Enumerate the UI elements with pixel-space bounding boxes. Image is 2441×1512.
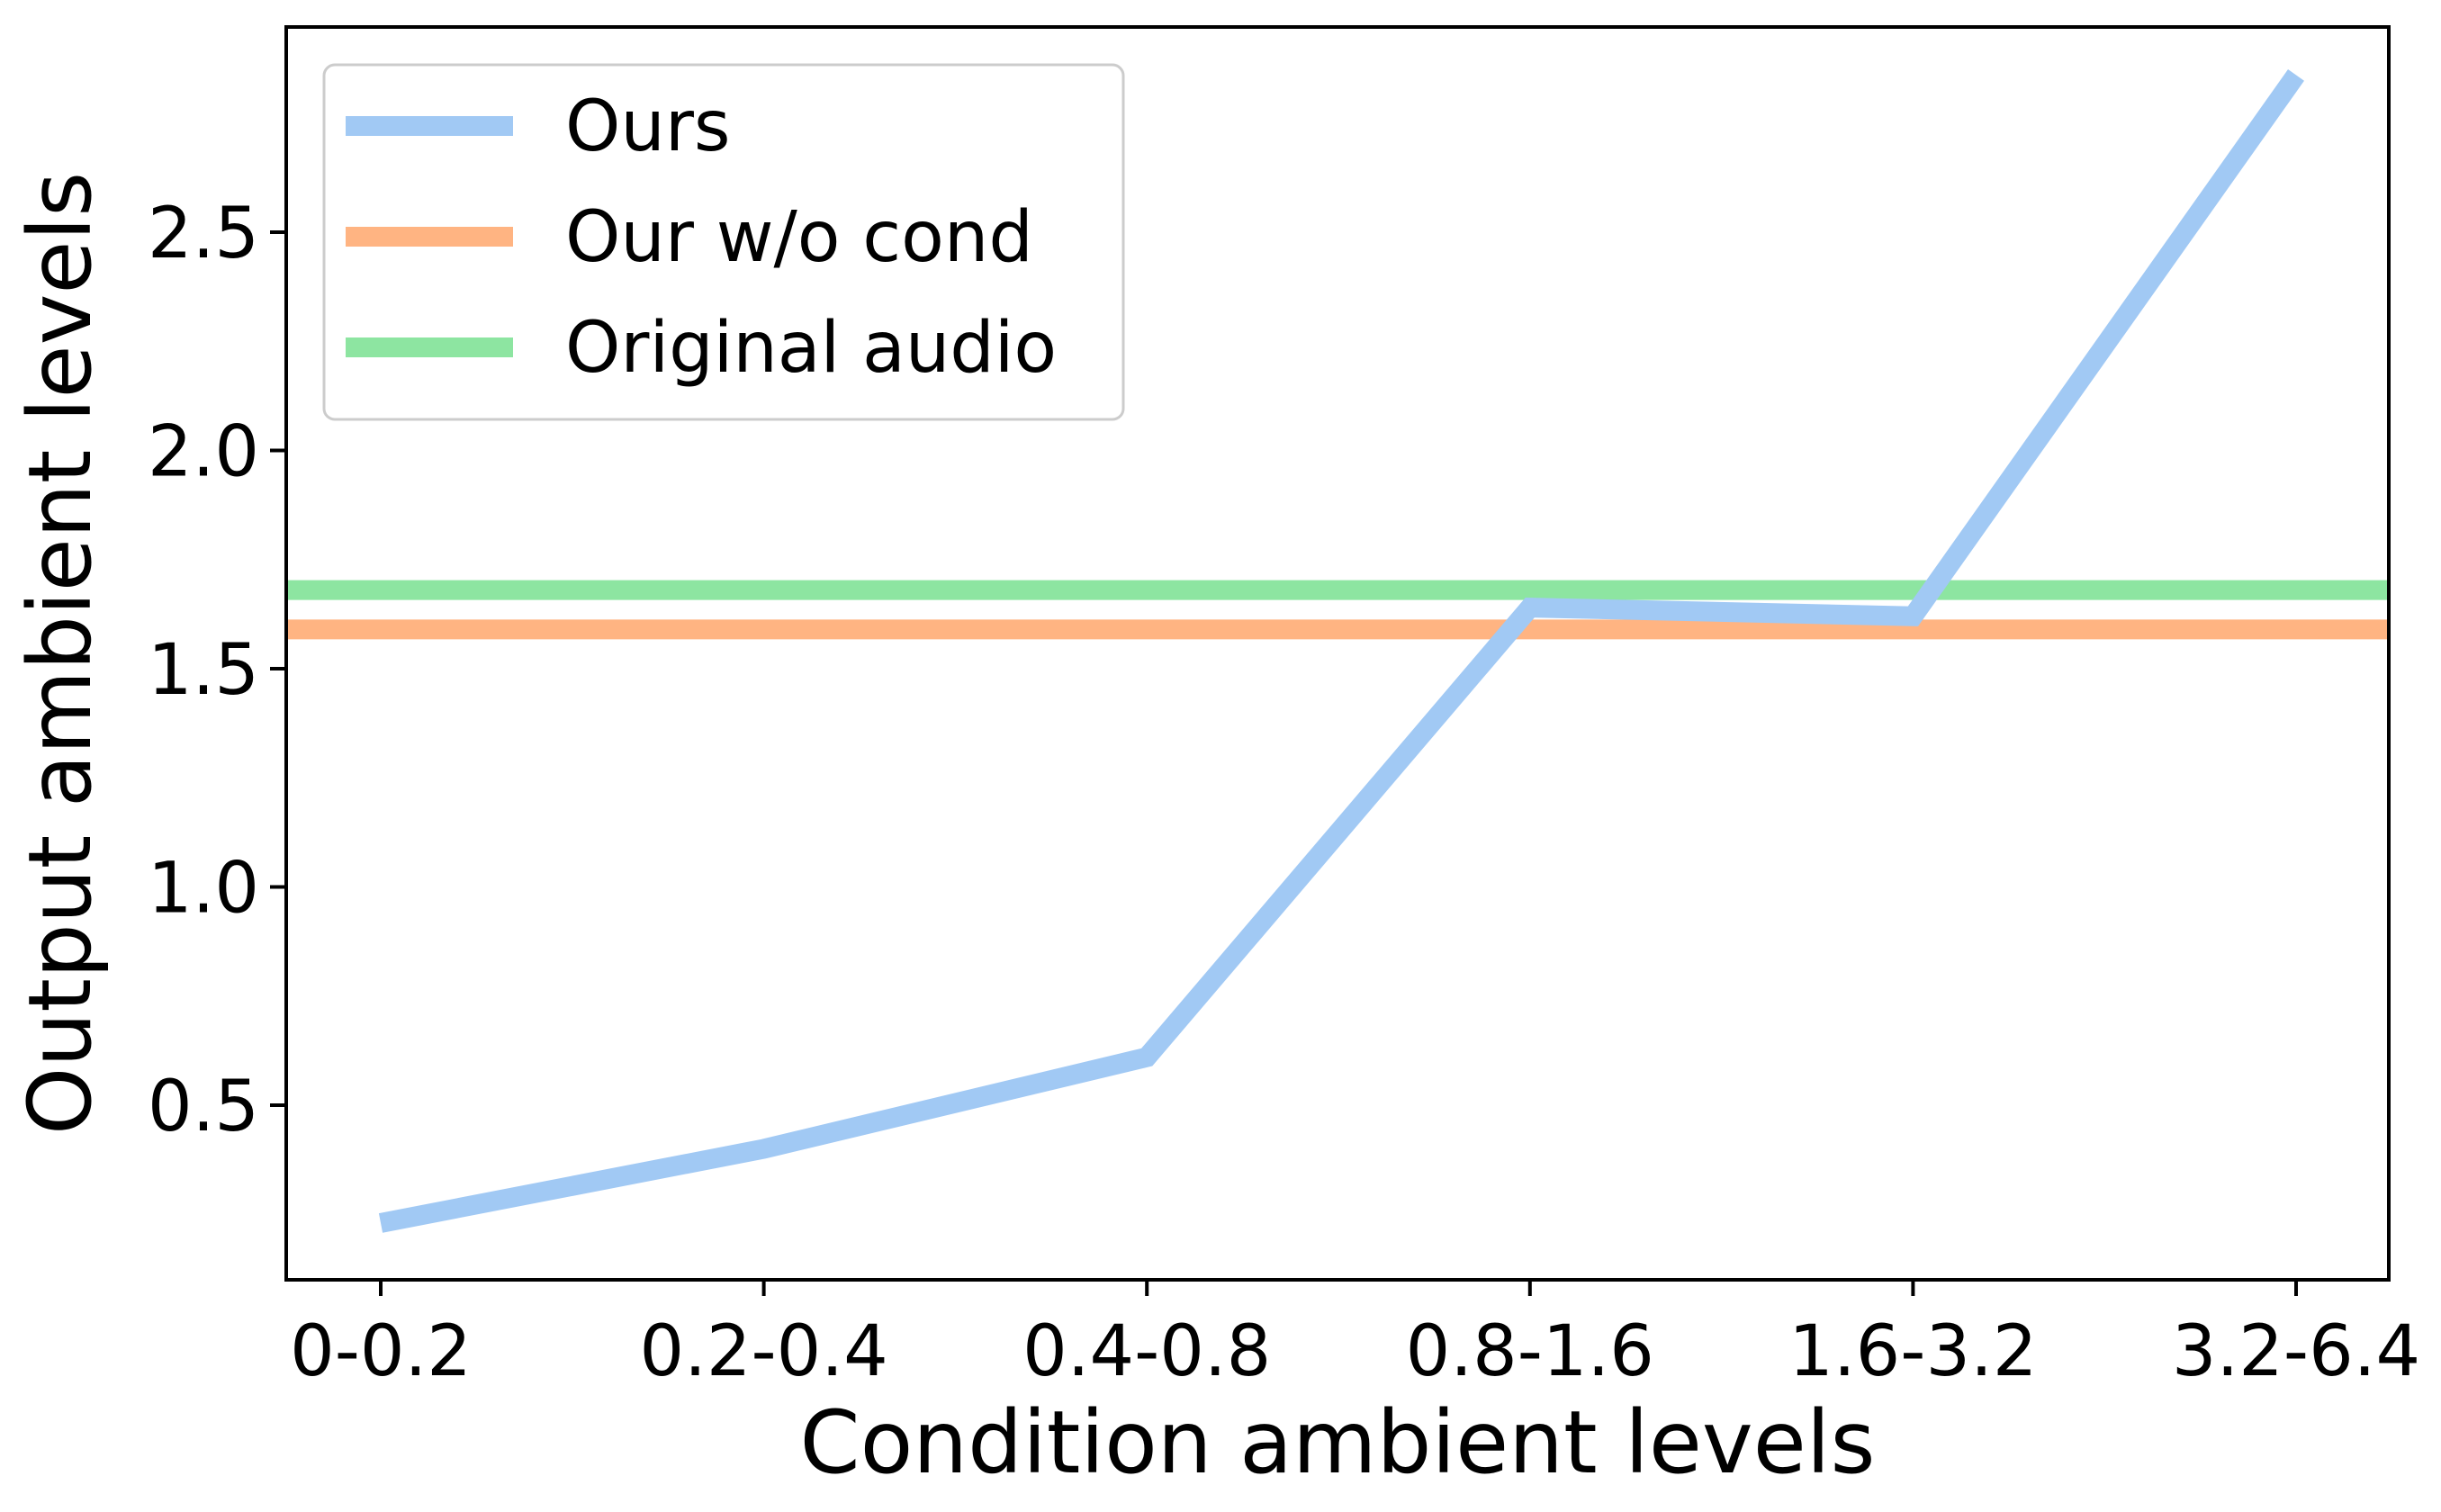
legend-label-2: Original audio (565, 308, 1057, 389)
plot-frame (284, 25, 2391, 1282)
y-axis: 0.5 1.0 1.5 2.0 2.5 (148, 194, 286, 1148)
x-tick-label: 1.6-3.2 (1788, 1311, 2037, 1392)
x-axis: 0-0.2 0.2-0.4 0.4-0.8 0.8-1.6 1.6-3.2 3.2-6.4 (290, 1280, 2420, 1392)
y-tick-label: 0.5 (148, 1066, 259, 1148)
x-tick-label: 0.2-0.4 (639, 1311, 887, 1392)
y-tick-label: 1.5 (148, 630, 259, 711)
x-tick-label: 0.8-1.6 (1406, 1311, 1654, 1392)
x-tick-label: 3.2-6.4 (2172, 1311, 2420, 1392)
x-tick-label: 0-0.2 (290, 1311, 472, 1392)
y-tick-label: 2.0 (148, 411, 259, 492)
x-tick-label: 0.4-0.8 (1022, 1311, 1271, 1392)
y-tick-label: 2.5 (148, 194, 259, 274)
y-axis-label: Output ambient levels (10, 172, 111, 1135)
legend: Ours Our w/o cond Original audio (322, 63, 1125, 421)
series-line-0 (378, 68, 2304, 1233)
legend-label-0: Ours (565, 86, 731, 167)
legend-label-1: Our w/o cond (565, 197, 1033, 278)
x-axis-label: Condition ambient levels (800, 1392, 1876, 1493)
y-tick-label: 1.0 (148, 848, 259, 929)
plot-lines (286, 68, 2389, 1233)
legend-box (322, 63, 1125, 421)
